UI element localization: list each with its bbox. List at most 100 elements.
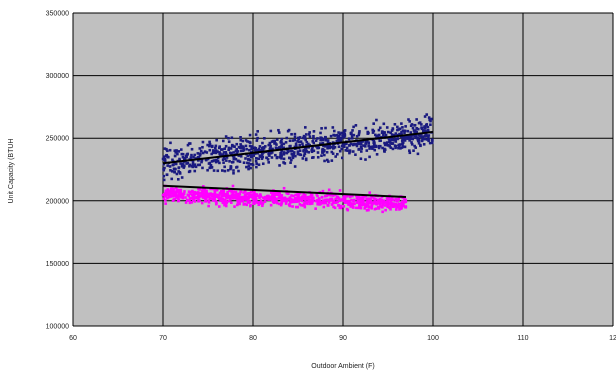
- series-2-point: [212, 198, 216, 201]
- series-2-point: [366, 202, 370, 205]
- series-1-point: [321, 151, 324, 154]
- series-1-point: [372, 141, 376, 145]
- series-2-point: [326, 204, 330, 207]
- series-1-point: [224, 144, 228, 148]
- series-2-point: [253, 194, 257, 198]
- series-1-point: [239, 154, 243, 158]
- series-1-point: [288, 139, 292, 143]
- series-2-point: [222, 191, 226, 194]
- series-2-point: [261, 196, 265, 199]
- series-2-point: [343, 201, 347, 204]
- series-1-point: [430, 117, 433, 121]
- series-2-point: [171, 194, 175, 198]
- series-2-point: [270, 194, 274, 198]
- series-2-point: [391, 197, 394, 201]
- series-1-point: [292, 152, 296, 156]
- series-2-point: [288, 198, 292, 201]
- series-2-point: [281, 197, 285, 201]
- series-2-point: [232, 195, 235, 199]
- series-1-point: [399, 147, 402, 150]
- series-1-point: [173, 154, 177, 158]
- series-1-point: [389, 146, 393, 149]
- series-1-point: [239, 143, 242, 146]
- series-2-point: [378, 199, 382, 203]
- series-2-point: [348, 195, 352, 199]
- series-2-point: [383, 204, 387, 207]
- series-2-point: [357, 198, 360, 202]
- series-2-point: [278, 193, 282, 197]
- series-2-point: [268, 195, 272, 199]
- series-2-point: [356, 197, 359, 200]
- series-2-point: [184, 201, 188, 204]
- series-2-point: [223, 203, 226, 207]
- series-1-point: [401, 141, 405, 144]
- series-1-point: [210, 165, 214, 169]
- series-1-point: [245, 147, 248, 151]
- series-2-point: [325, 194, 329, 198]
- series-1-point: [177, 166, 181, 169]
- series-1-point: [375, 118, 378, 122]
- series-1-point: [368, 147, 371, 150]
- series-2-point: [337, 204, 340, 207]
- series-1-point: [247, 162, 251, 165]
- series-1-point: [427, 139, 430, 143]
- series-2-point: [222, 189, 225, 192]
- series-2-point: [224, 204, 228, 208]
- series-1-point: [425, 113, 429, 116]
- series-1-point: [423, 125, 427, 128]
- series-1-point: [355, 142, 359, 146]
- series-2-point: [201, 193, 204, 197]
- series-1-point: [406, 129, 410, 133]
- series-2-point: [188, 197, 192, 200]
- series-2-point: [257, 201, 261, 205]
- series-1-point: [203, 150, 207, 153]
- series-1-point: [247, 167, 250, 171]
- series-2-point: [338, 189, 342, 192]
- series-1-point: [373, 148, 377, 152]
- series-2-point: [316, 194, 319, 198]
- series-1-point: [229, 167, 232, 171]
- series-1-point: [217, 146, 221, 150]
- series-1-point: [365, 149, 369, 152]
- series-1-point: [427, 137, 430, 140]
- series-1-point: [221, 139, 225, 143]
- series-2-point: [187, 194, 191, 198]
- series-1-point: [424, 134, 428, 138]
- series-2-point: [321, 189, 325, 193]
- series-1-point: [367, 144, 371, 148]
- series-1-point: [414, 129, 417, 133]
- series-1-point: [398, 132, 401, 136]
- series-2-point: [239, 199, 243, 203]
- series-2-point: [298, 191, 302, 195]
- series-1-point: [349, 142, 353, 146]
- series-1-point: [223, 169, 227, 173]
- series-2-point: [282, 186, 286, 190]
- series-1-point: [201, 140, 205, 144]
- series-2-point: [163, 194, 166, 198]
- series-1-point: [414, 136, 418, 140]
- series-1-point: [298, 153, 302, 156]
- series-1-point: [296, 150, 300, 153]
- series-1-point: [182, 166, 186, 169]
- series-1-point: [357, 142, 361, 146]
- series-2-point: [370, 196, 373, 199]
- series-1-point: [400, 122, 403, 125]
- series-1-point: [298, 149, 302, 153]
- series-1-point: [417, 133, 421, 137]
- series-2-point: [309, 199, 313, 202]
- series-2-point: [274, 193, 278, 196]
- series-1-point: [383, 143, 387, 147]
- series-1-point: [410, 143, 414, 146]
- series-1-point: [310, 147, 314, 151]
- series-2-point: [219, 198, 223, 202]
- series-2-point: [277, 202, 281, 206]
- series-1-point: [400, 130, 403, 134]
- series-2-point: [272, 194, 276, 197]
- series-2-point: [373, 199, 376, 203]
- series-1-point: [173, 170, 176, 174]
- series-1-point: [332, 129, 336, 133]
- series-1-point: [188, 169, 192, 173]
- series-2-point: [376, 205, 380, 209]
- series-1-point: [237, 145, 241, 149]
- series-1-point: [346, 149, 349, 152]
